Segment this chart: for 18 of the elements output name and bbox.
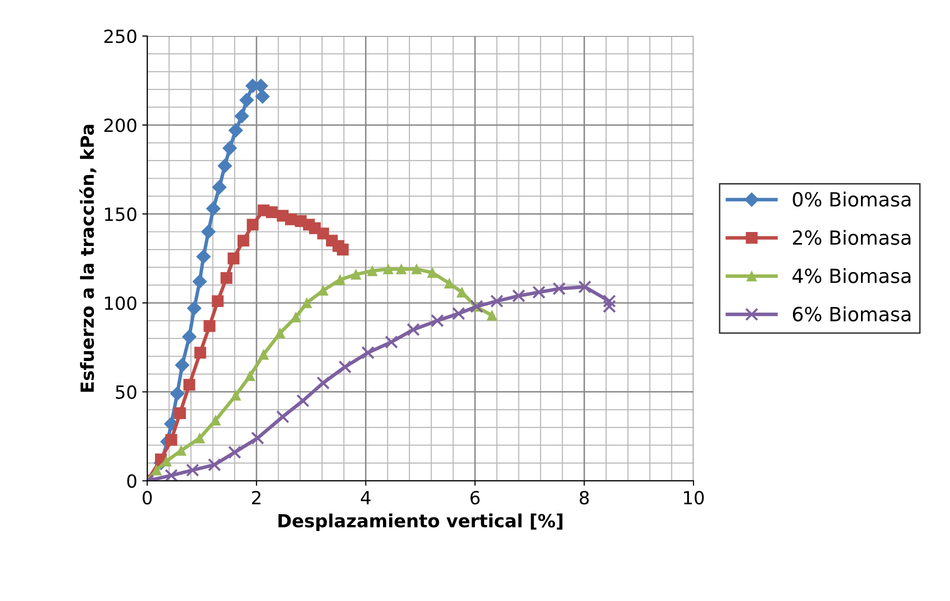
x-tick-label: 0	[142, 490, 152, 504]
y-tick-label: 0	[127, 474, 136, 488]
legend-label: 4% Biomasa	[792, 268, 910, 284]
x-tick-label: 6	[470, 490, 480, 504]
y-tick-label: 250	[104, 30, 136, 44]
y-axis-title: Esfuerzo a la tracción, kPa	[79, 124, 96, 392]
legend-label: 2% Biomasa	[792, 230, 910, 245]
y-tick-label: 200	[104, 118, 136, 132]
legend-label: 0% Biomasa	[792, 192, 910, 207]
legend-label: 6% Biomasa	[792, 306, 910, 322]
x-tick-label: 8	[580, 490, 589, 504]
x-axis-title: Desplazamiento vertical [%]	[278, 514, 562, 532]
y-tick-label: 100	[105, 296, 136, 310]
y-tick-label: 150	[105, 207, 136, 222]
y-tick-label: 50	[116, 385, 136, 399]
x-tick-label: 10	[684, 490, 704, 504]
x-tick-label: 2	[252, 490, 260, 504]
x-tick-label: 4	[360, 491, 370, 504]
